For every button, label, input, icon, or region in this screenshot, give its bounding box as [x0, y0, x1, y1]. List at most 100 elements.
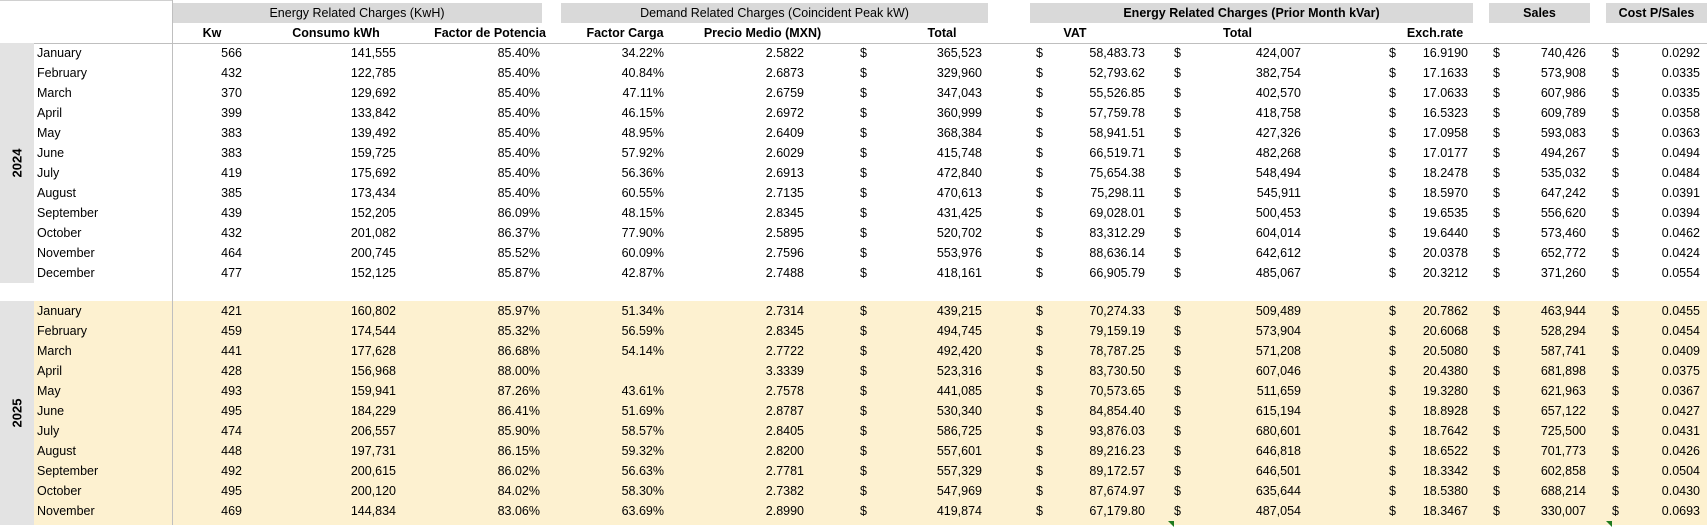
month-cell[interactable]: September	[37, 464, 99, 478]
factor-potencia-cell[interactable]: 85.52%	[497, 246, 540, 260]
currency-symbol[interactable]: $	[1612, 266, 1619, 280]
total-2-cell[interactable]: 487,054	[1255, 504, 1301, 518]
factor-potencia-cell[interactable]: 85.40%	[497, 166, 540, 180]
currency-symbol[interactable]: $	[1036, 464, 1043, 478]
currency-symbol[interactable]: $	[1612, 424, 1619, 438]
kw-cell[interactable]: 432	[221, 226, 242, 240]
currency-symbol[interactable]: $	[1493, 246, 1500, 260]
precio-medio-cell[interactable]: 2.6409	[765, 126, 804, 140]
vat-cell[interactable]: 84,854.40	[1089, 404, 1145, 418]
factor-carga-cell[interactable]: 48.95%	[621, 126, 664, 140]
total-2-cell[interactable]: 635,644	[1255, 484, 1301, 498]
vat-cell[interactable]: 66,905.79	[1089, 266, 1145, 280]
month-cell[interactable]: March	[37, 344, 72, 358]
consumo-cell[interactable]: 152,125	[350, 266, 396, 280]
month-cell[interactable]: August	[37, 186, 76, 200]
currency-symbol[interactable]: $	[1612, 304, 1619, 318]
cost-per-sales-cell[interactable]: 0.0430	[1661, 484, 1700, 498]
vat-cell[interactable]: 69,028.01	[1089, 206, 1145, 220]
currency-symbol[interactable]: $	[1493, 404, 1500, 418]
vat-cell[interactable]: 58,483.73	[1089, 46, 1145, 60]
consumo-cell[interactable]: 206,557	[350, 424, 396, 438]
currency-symbol[interactable]: $	[1036, 206, 1043, 220]
currency-symbol[interactable]: $	[1493, 464, 1500, 478]
factor-carga-cell[interactable]: 60.09%	[621, 246, 664, 260]
total-cell[interactable]: 547,969	[936, 484, 982, 498]
precio-medio-cell[interactable]: 2.7781	[765, 464, 804, 478]
consumo-cell[interactable]: 144,834	[350, 504, 396, 518]
factor-carga-cell[interactable]: 43.61%	[621, 384, 664, 398]
currency-symbol[interactable]: $	[1174, 364, 1181, 378]
cost-per-sales-cell[interactable]: 0.0292	[1661, 46, 1700, 60]
currency-symbol[interactable]: $	[860, 364, 867, 378]
group-header-energy-kvar[interactable]: Energy Related Charges (Prior Month kVar…	[1030, 3, 1473, 23]
group-header-demand[interactable]: Demand Related Charges (Coincident Peak …	[561, 3, 988, 23]
kw-cell[interactable]: 439	[221, 206, 242, 220]
factor-carga-cell[interactable]: 34.22%	[621, 46, 664, 60]
total-cell[interactable]: 520,702	[936, 226, 982, 240]
currency-symbol[interactable]: $	[1389, 166, 1396, 180]
exch-rate-cell[interactable]: 18.6522	[1422, 444, 1468, 458]
kw-cell[interactable]: 474	[221, 424, 242, 438]
currency-symbol[interactable]: $	[1036, 484, 1043, 498]
precio-medio-cell[interactable]: 2.7135	[765, 186, 804, 200]
consumo-cell[interactable]: 184,229	[350, 404, 396, 418]
precio-medio-cell[interactable]: 2.6913	[765, 166, 804, 180]
currency-symbol[interactable]: $	[860, 444, 867, 458]
cost-per-sales-cell[interactable]: 0.0454	[1661, 324, 1700, 338]
kw-cell[interactable]: 477	[221, 266, 242, 280]
currency-symbol[interactable]: $	[1612, 126, 1619, 140]
consumo-cell[interactable]: 159,941	[350, 384, 396, 398]
currency-symbol[interactable]: $	[1389, 126, 1396, 140]
factor-potencia-cell[interactable]: 85.40%	[497, 86, 540, 100]
precio-medio-cell[interactable]: 2.8345	[765, 324, 804, 338]
currency-symbol[interactable]: $	[1612, 106, 1619, 120]
currency-symbol[interactable]: $	[1612, 166, 1619, 180]
vat-cell[interactable]: 75,298.11	[1090, 186, 1145, 200]
total-cell[interactable]: 418,161	[936, 266, 982, 280]
vat-cell[interactable]: 78,787.25	[1089, 344, 1145, 358]
currency-symbol[interactable]: $	[1036, 424, 1043, 438]
currency-symbol[interactable]: $	[1493, 66, 1500, 80]
consumo-cell[interactable]: 160,802	[350, 304, 396, 318]
factor-carga-cell[interactable]: 42.87%	[621, 266, 664, 280]
currency-symbol[interactable]: $	[1612, 464, 1619, 478]
total-cell[interactable]: 365,523	[936, 46, 982, 60]
month-cell[interactable]: May	[37, 384, 61, 398]
col-header-exch-rate[interactable]: Exch.rate	[1406, 26, 1464, 40]
col-header-vat[interactable]: VAT	[1063, 26, 1087, 40]
currency-symbol[interactable]: $	[1036, 246, 1043, 260]
factor-potencia-cell[interactable]: 86.41%	[497, 404, 540, 418]
total-cell[interactable]: 419,874	[936, 504, 982, 518]
factor-carga-cell[interactable]: 40.84%	[621, 66, 664, 80]
month-cell[interactable]: May	[37, 126, 61, 140]
currency-symbol[interactable]: $	[1493, 106, 1500, 120]
currency-symbol[interactable]: $	[860, 324, 867, 338]
sales-cell[interactable]: 602,858	[1540, 464, 1586, 478]
currency-symbol[interactable]: $	[1389, 46, 1396, 60]
currency-symbol[interactable]: $	[1612, 46, 1619, 60]
total-cell[interactable]: 553,976	[936, 246, 982, 260]
consumo-cell[interactable]: 141,555	[350, 46, 396, 60]
consumo-cell[interactable]: 159,725	[350, 146, 396, 160]
sales-cell[interactable]: 681,898	[1540, 364, 1586, 378]
cost-per-sales-cell[interactable]: 0.0455	[1661, 304, 1700, 318]
cost-per-sales-cell[interactable]: 0.0426	[1661, 444, 1700, 458]
currency-symbol[interactable]: $	[1612, 504, 1619, 518]
kw-cell[interactable]: 495	[221, 484, 242, 498]
factor-carga-cell[interactable]: 48.15%	[621, 206, 664, 220]
precio-medio-cell[interactable]: 2.7722	[765, 344, 804, 358]
vat-cell[interactable]: 89,216.23	[1089, 444, 1145, 458]
cost-per-sales-cell[interactable]: 0.0504	[1661, 464, 1700, 478]
factor-carga-cell[interactable]: 54.14%	[621, 344, 664, 358]
kw-cell[interactable]: 469	[221, 504, 242, 518]
consumo-cell[interactable]: 197,731	[350, 444, 396, 458]
year-2024-label[interactable]: 2024	[9, 148, 25, 178]
month-cell[interactable]: July	[37, 166, 60, 180]
consumo-cell[interactable]: 133,842	[350, 106, 396, 120]
vat-cell[interactable]: 83,312.29	[1089, 226, 1145, 240]
currency-symbol[interactable]: $	[860, 246, 867, 260]
currency-symbol[interactable]: $	[1174, 404, 1181, 418]
kw-cell[interactable]: 492	[221, 464, 242, 478]
currency-symbol[interactable]: $	[1493, 504, 1500, 518]
